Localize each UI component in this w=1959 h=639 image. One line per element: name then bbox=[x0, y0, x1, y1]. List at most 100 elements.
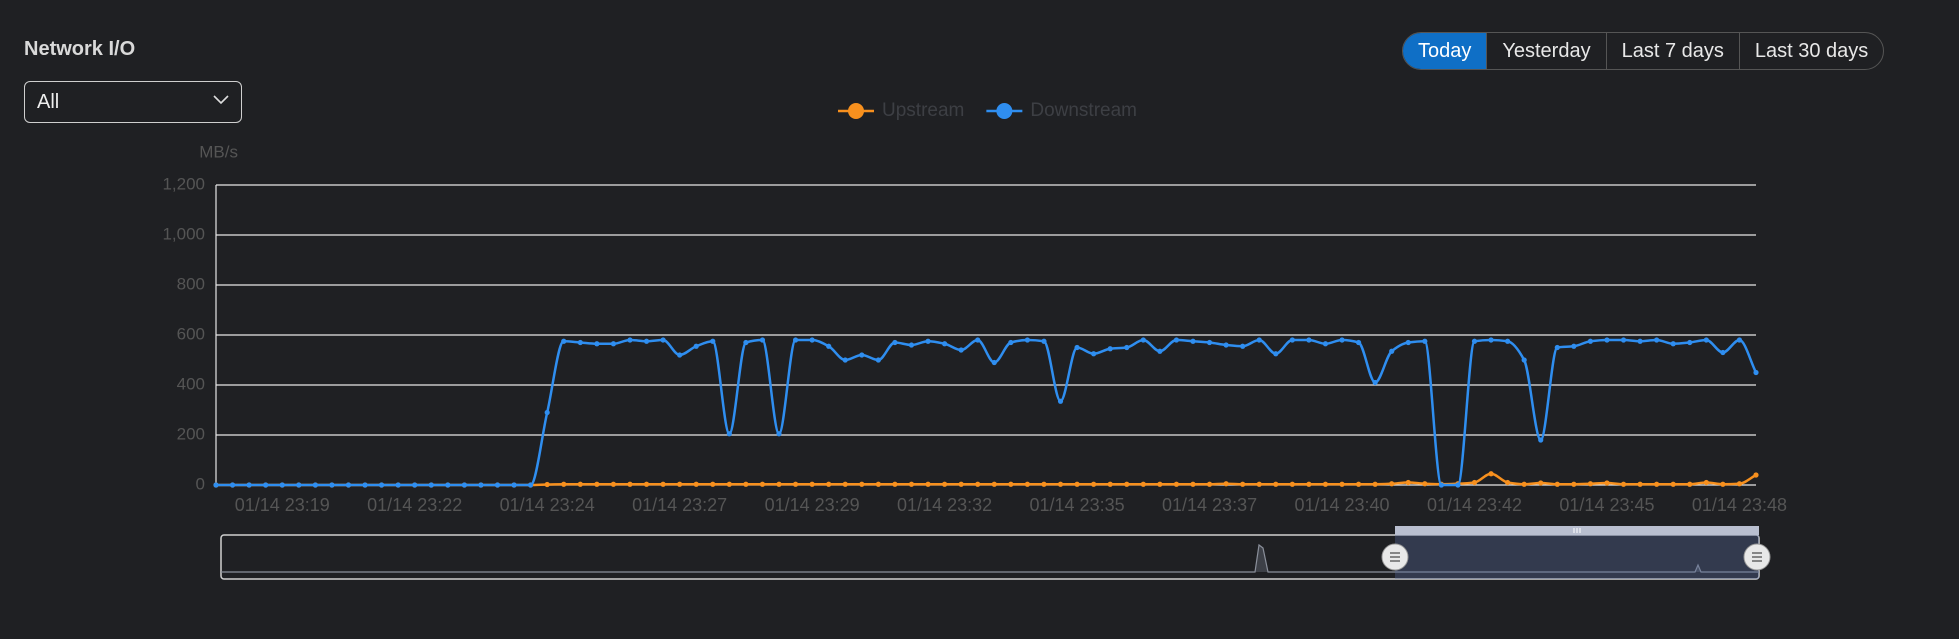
data-point bbox=[1571, 343, 1577, 349]
filter-dropdown[interactable]: All bbox=[24, 81, 242, 123]
data-point bbox=[1124, 344, 1130, 351]
data-point bbox=[859, 481, 865, 487]
data-point bbox=[213, 482, 219, 488]
range-button[interactable]: Yesterday bbox=[1486, 33, 1605, 69]
range-selector: Today Yesterday Last 7 days Last 30 days bbox=[1402, 32, 1885, 70]
data-point bbox=[561, 338, 567, 344]
data-zoom[interactable] bbox=[220, 526, 1771, 580]
data-point bbox=[892, 339, 898, 346]
x-tick-label: 01/14 23:40 bbox=[1294, 495, 1389, 515]
data-point bbox=[561, 481, 567, 487]
x-tick-label: 01/14 23:29 bbox=[765, 495, 860, 515]
data-point bbox=[544, 409, 550, 416]
data-point bbox=[975, 337, 981, 343]
data-point bbox=[378, 482, 385, 488]
data-point bbox=[296, 482, 302, 488]
data-point bbox=[279, 482, 285, 488]
data-point bbox=[776, 431, 782, 437]
data-point bbox=[1256, 337, 1262, 343]
data-point bbox=[693, 343, 699, 349]
data-point bbox=[1488, 337, 1494, 343]
data-point bbox=[991, 481, 997, 487]
x-tick-label: 01/14 23:22 bbox=[367, 495, 462, 515]
data-point bbox=[1637, 481, 1643, 487]
panel-title: Network I/O bbox=[24, 38, 136, 60]
data-point bbox=[1554, 344, 1560, 351]
data-point bbox=[809, 481, 815, 487]
data-point bbox=[1687, 339, 1693, 346]
data-point bbox=[1206, 339, 1213, 346]
data-point bbox=[1355, 481, 1362, 487]
data-point bbox=[1107, 481, 1113, 487]
data-point bbox=[610, 341, 617, 347]
data-point bbox=[1289, 481, 1295, 487]
x-tick-label: 01/14 23:45 bbox=[1559, 495, 1654, 515]
range-button[interactable]: Today bbox=[1403, 33, 1487, 69]
range-button[interactable]: Last 30 days bbox=[1738, 33, 1883, 69]
data-point bbox=[1223, 481, 1229, 487]
y-tick-label: 400 bbox=[177, 374, 205, 393]
data-point bbox=[1703, 337, 1709, 343]
data-point bbox=[1306, 481, 1312, 487]
data-point bbox=[1422, 338, 1428, 344]
data-point bbox=[1190, 338, 1196, 344]
x-tick-label: 01/14 23:35 bbox=[1030, 495, 1125, 515]
data-point bbox=[1720, 349, 1726, 356]
data-point bbox=[1157, 348, 1163, 354]
data-point bbox=[461, 482, 467, 488]
y-tick-label: 1,200 bbox=[162, 174, 205, 193]
data-point bbox=[528, 482, 534, 488]
data-point bbox=[1455, 482, 1461, 488]
data-point bbox=[743, 339, 749, 346]
data-point bbox=[1322, 481, 1329, 487]
data-point bbox=[792, 337, 799, 343]
data-point bbox=[1008, 339, 1014, 346]
data-point bbox=[1173, 481, 1180, 487]
data-point bbox=[759, 481, 766, 487]
data-point bbox=[1256, 481, 1262, 487]
data-point bbox=[677, 352, 683, 358]
data-point bbox=[776, 481, 782, 487]
legend-label: Downstream bbox=[1030, 100, 1137, 121]
data-point bbox=[494, 482, 501, 488]
zoom-preview bbox=[221, 543, 1759, 573]
data-point bbox=[1587, 481, 1594, 487]
x-tick-label: 01/14 23:42 bbox=[1427, 495, 1522, 515]
data-point bbox=[826, 481, 832, 487]
y-axis-label: MB/s bbox=[199, 142, 238, 161]
data-point bbox=[1720, 481, 1726, 487]
data-point bbox=[809, 337, 815, 343]
data-point bbox=[1620, 481, 1627, 487]
data-point bbox=[1637, 338, 1643, 344]
data-point bbox=[412, 482, 418, 488]
data-point bbox=[660, 481, 666, 487]
legend-marker bbox=[996, 103, 1013, 119]
data-point bbox=[1505, 479, 1511, 486]
legend-marker bbox=[848, 103, 864, 119]
data-point bbox=[1654, 481, 1660, 487]
data-point bbox=[610, 481, 617, 487]
data-point bbox=[362, 482, 368, 488]
data-point bbox=[842, 357, 848, 363]
data-point bbox=[1587, 338, 1594, 344]
data-point bbox=[1273, 481, 1279, 487]
data-point bbox=[1521, 357, 1527, 363]
data-point bbox=[1405, 339, 1411, 346]
data-point bbox=[1041, 338, 1047, 344]
data-point bbox=[942, 341, 948, 347]
data-point bbox=[1488, 471, 1494, 477]
data-point bbox=[1273, 351, 1279, 357]
data-point bbox=[1538, 437, 1544, 443]
data-point bbox=[1654, 337, 1660, 343]
data-point bbox=[312, 482, 318, 488]
y-tick-label: 0 bbox=[196, 474, 205, 493]
data-point bbox=[677, 481, 683, 487]
data-point bbox=[842, 481, 848, 487]
data-point bbox=[1471, 338, 1478, 344]
data-point bbox=[643, 481, 650, 487]
data-point bbox=[1206, 481, 1213, 487]
range-button[interactable]: Last 7 days bbox=[1605, 33, 1739, 69]
data-point bbox=[627, 337, 633, 343]
x-tick-label: 01/14 23:37 bbox=[1162, 495, 1257, 515]
